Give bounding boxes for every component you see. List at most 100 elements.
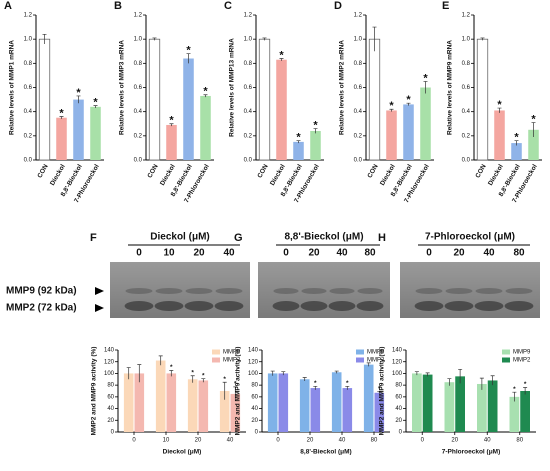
y-axis-label: Relative levels of MMP9 mRNA <box>447 40 454 135</box>
y-tick-label: 1.2 <box>244 13 253 19</box>
y-tick-label: 100 <box>104 371 115 377</box>
y-tick-label: 0.0 <box>462 158 471 164</box>
bar <box>511 143 522 160</box>
y-tick-label: 100 <box>392 371 403 377</box>
bar <box>278 373 289 432</box>
y-tick-label: 20 <box>251 418 258 424</box>
gel-lane-label: 40 <box>483 248 495 259</box>
gel-band <box>272 301 300 311</box>
significance: * <box>531 113 536 125</box>
error-bar <box>233 386 238 401</box>
panel-letter: B <box>114 0 122 12</box>
y-tick-label: 40 <box>251 406 258 412</box>
bar <box>267 373 278 432</box>
error-bar <box>425 372 430 377</box>
x-tick-label: Dieckol <box>49 163 67 187</box>
bar <box>198 380 209 432</box>
band-arrow <box>95 287 104 295</box>
bar <box>166 373 177 432</box>
y-tick-label: 20 <box>395 418 402 424</box>
x-tick-label: CON <box>146 163 159 179</box>
y-tick-label: 0.2 <box>24 133 33 139</box>
significance: * <box>514 132 519 144</box>
gel-band <box>475 288 503 294</box>
error-bar <box>406 102 411 106</box>
significance: * <box>296 132 301 144</box>
significance: * <box>378 385 381 392</box>
significance: * <box>314 380 317 387</box>
significance: * <box>513 386 516 393</box>
error-bar <box>126 367 131 380</box>
y-axis-label: Relative levels of MMP2 mRNA <box>339 40 346 135</box>
legend-label: MMP9 <box>513 350 531 356</box>
error-bar <box>169 123 174 127</box>
error-bar <box>270 370 275 376</box>
x-tick-label: 20 <box>307 438 314 444</box>
significance: * <box>93 97 98 109</box>
error-bar <box>490 375 495 386</box>
y-tick-label: 60 <box>251 394 258 400</box>
bar <box>187 379 198 432</box>
error-bar <box>372 26 377 52</box>
y-tick-label: 80 <box>395 383 402 389</box>
legend-swatch <box>502 357 510 363</box>
error-bar <box>279 58 284 61</box>
y-tick-label: 1.0 <box>24 37 33 43</box>
gel-band <box>328 301 356 311</box>
band-label: MMP9 (92 kDa) <box>6 286 77 297</box>
significance: * <box>59 107 64 119</box>
x-tick-label: 0 <box>276 438 280 444</box>
y-tick-label: 0.4 <box>134 109 143 115</box>
significance: * <box>524 381 527 388</box>
y-tick-label: 40 <box>107 406 114 412</box>
bar <box>200 95 211 160</box>
y-axis-label: MMP2 and MMP9 activity (%) <box>379 347 386 436</box>
x-tick-label: 20 <box>451 438 458 444</box>
y-tick-label: 0.8 <box>354 61 363 67</box>
bar <box>73 99 84 160</box>
error-bar <box>512 391 517 402</box>
gel-treatment: Dieckol (μM) <box>150 232 209 243</box>
bar <box>455 376 465 432</box>
x-tick-label: 40 <box>227 438 234 444</box>
panel-letter: H <box>378 232 386 244</box>
x-tick-label: Dieckol <box>159 163 177 187</box>
error-bar <box>190 375 195 383</box>
gel-treatment: 7-Phloroeckol (μM) <box>425 232 515 243</box>
y-tick-label: 0 <box>111 430 115 436</box>
y-tick-label: 40 <box>395 406 402 412</box>
y-tick-label: 1.0 <box>134 37 143 43</box>
gel-band <box>215 288 243 294</box>
error-bar <box>458 368 463 384</box>
gel-lane-label: 20 <box>308 248 320 259</box>
gel-lane-label: 10 <box>163 248 175 259</box>
bar <box>487 380 498 432</box>
y-tick-label: 0.4 <box>24 109 33 115</box>
gel-band <box>154 301 184 311</box>
legend-swatch <box>356 349 364 355</box>
x-tick-label: Dieckol <box>379 163 397 187</box>
y-tick-label: 1.2 <box>24 13 33 19</box>
bar <box>276 59 287 161</box>
error-bar <box>514 140 519 146</box>
error-bar <box>523 387 528 395</box>
y-axis-label: MMP2 and MMP9 activity (%) <box>235 347 242 436</box>
significance: * <box>497 99 502 111</box>
gel-band <box>329 288 355 294</box>
gel-band <box>184 301 214 311</box>
error-bar <box>158 355 163 366</box>
error-bar <box>201 378 206 383</box>
bar <box>293 141 304 160</box>
y-tick-label: 0.8 <box>244 61 253 67</box>
bar <box>494 110 505 160</box>
gel-band <box>356 301 384 311</box>
bar <box>374 392 385 432</box>
bar <box>368 38 381 161</box>
significance: * <box>191 369 194 376</box>
legend-swatch <box>502 349 510 355</box>
x-tick-label: 20 <box>195 438 202 444</box>
bar <box>310 388 321 432</box>
y-tick-label: 100 <box>248 371 259 377</box>
y-tick-label: 1.0 <box>354 37 363 43</box>
